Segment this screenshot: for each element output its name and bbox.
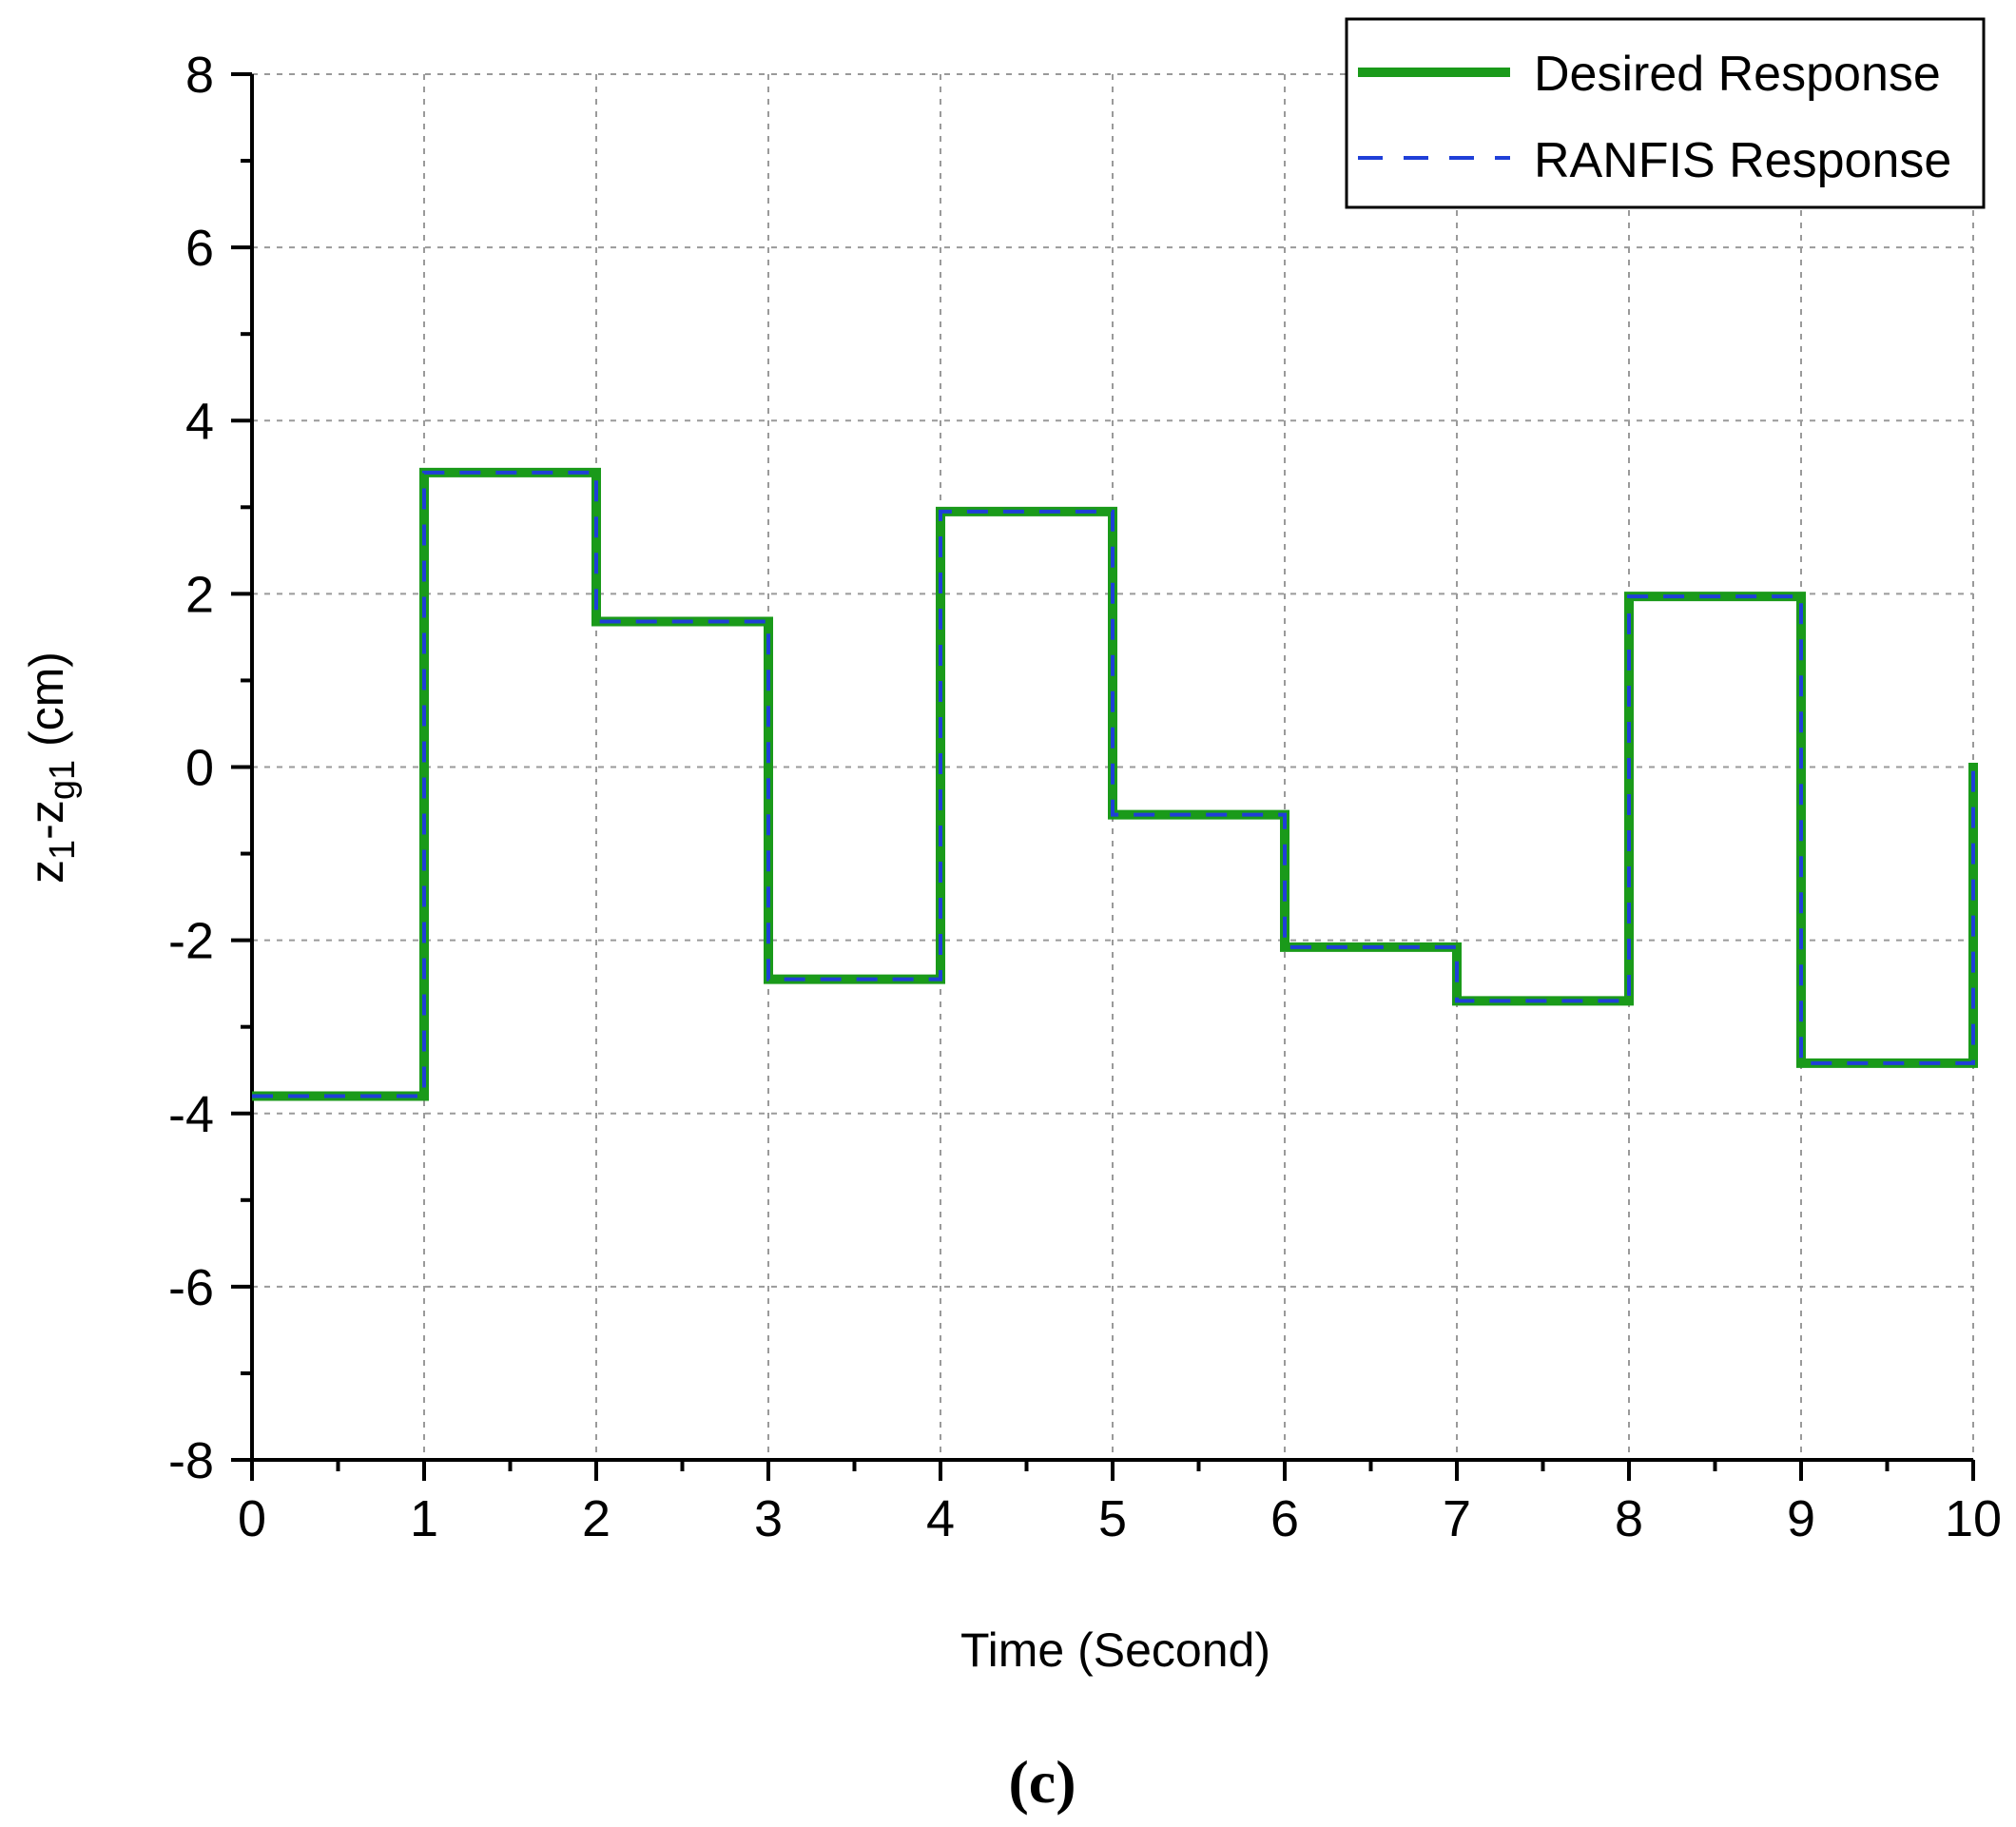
x-tick-label-10: 10 [1945,1490,2002,1547]
tick-labels: 0 1 2 3 4 5 6 7 8 9 10 8 6 4 2 0 -2 -4 -6 -8 [168,47,2002,1547]
series-line-ranfis-response [252,470,1975,1098]
y-tick-label--8: -8 [168,1432,214,1489]
x-tick-label-5: 5 [1098,1490,1127,1547]
x-tick-label-6: 6 [1270,1490,1299,1547]
ticks [231,72,1975,1481]
x-tick-label-0: 0 [238,1490,266,1547]
y-tick-label-4: 4 [185,393,214,450]
y-axis-title-mid: -z [20,800,73,840]
legend-box [1345,17,1986,209]
legend-label-ranfis: RANFIS Response [1534,133,1951,188]
y-axis-title-base: z [20,860,73,884]
y-tick-label-0: 0 [185,740,214,797]
x-tick-label-7: 7 [1443,1490,1471,1547]
figure-caption: (c) [1008,1748,1076,1816]
y-tick-label--6: -6 [168,1259,214,1316]
x-tick-label-3: 3 [754,1490,783,1547]
x-tick-label-9: 9 [1787,1490,1815,1547]
y-tick-label-8: 8 [185,47,214,104]
x-tick-label-8: 8 [1615,1490,1643,1547]
legend-label-desired: Desired Response [1534,47,1941,102]
y-tick-label-6: 6 [185,220,214,277]
y-tick-label--2: -2 [168,913,214,970]
series-lines [252,467,1978,1101]
legend: Desired Response RANFIS Response [1345,17,1986,209]
y-tick-label--4: -4 [168,1086,214,1143]
y-axis-title-unit: (cm) [20,651,73,760]
y-tick-label-2: 2 [185,566,214,623]
x-tick-label-4: 4 [926,1490,955,1547]
y-axis-title-sub2: g1 [43,760,83,800]
y-axis-title-sub1: 1 [43,840,83,860]
x-axis-title: Time (Second) [960,1623,1270,1677]
y-axis-title: z1-zg1 (cm) [20,651,83,884]
x-tick-label-1: 1 [410,1490,438,1547]
x-tick-label-2: 2 [582,1490,611,1547]
